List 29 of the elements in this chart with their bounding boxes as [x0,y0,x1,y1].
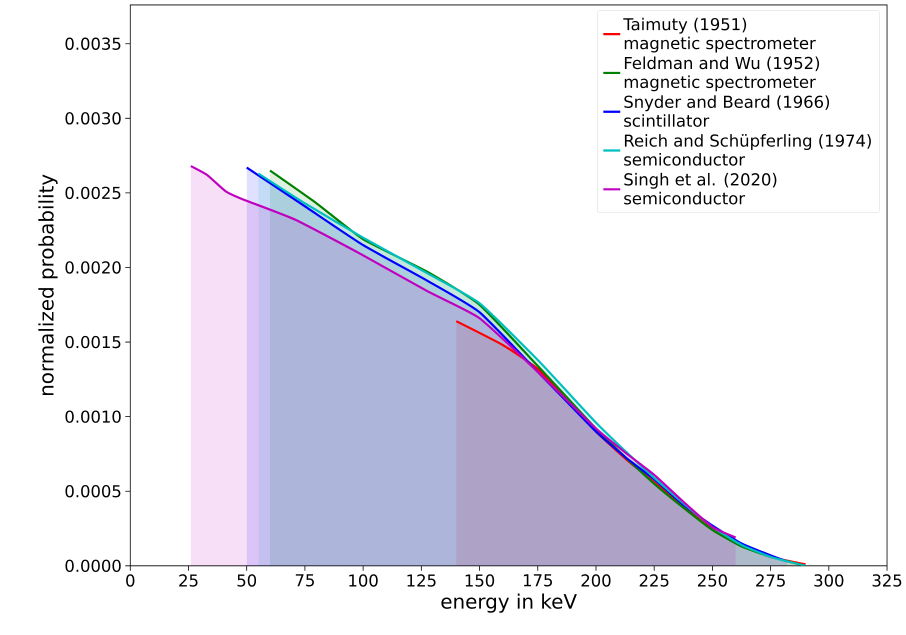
x-tick-label: 75 [296,574,314,586]
y-tick-label: 0.0030 [65,112,121,124]
y-tick-label: 0.0025 [65,186,120,199]
legend-label: Reich and Schüpferling (1974) semiconductor [624,134,871,166]
x-tick-label: 100 [349,574,378,586]
y-tick-label: 0.0000 [65,559,121,572]
legend-label: Feldman and Wu (1952) magnetic spectrometer [624,56,820,92]
x-tick-label: 25 [179,574,198,586]
x-tick-label: 0 [126,574,134,586]
x-tick-label: 250 [698,574,727,586]
y-tick-label: 0.0015 [65,336,120,348]
x-axis-title: energy in keV [441,593,577,613]
x-tick-label: 200 [582,574,611,586]
x-tick-label: 300 [814,574,844,586]
x-tick-label: 50 [238,574,256,586]
y-tick-label: 0.0035 [65,37,120,50]
x-tick-label: 225 [640,574,668,586]
legend-label: Singh et al. (2020) semiconductor [624,172,776,204]
legend-label: Snyder and Beard (1966) scintillator [624,95,830,127]
y-tick-label: 0.0010 [65,410,121,423]
legend-label: Taimuty (1951) magnetic spectrometer [623,18,816,52]
y-tick-label: 0.0020 [65,261,121,274]
y-axis-title: normalized probability [38,174,58,395]
x-tick-label: 175 [524,574,552,586]
y-tick-label: 0.0005 [65,484,120,498]
x-tick-label: 125 [407,574,436,586]
x-tick-label: 325 [872,574,902,586]
x-tick-label: 275 [756,574,785,586]
x-tick-label: 150 [466,574,494,586]
